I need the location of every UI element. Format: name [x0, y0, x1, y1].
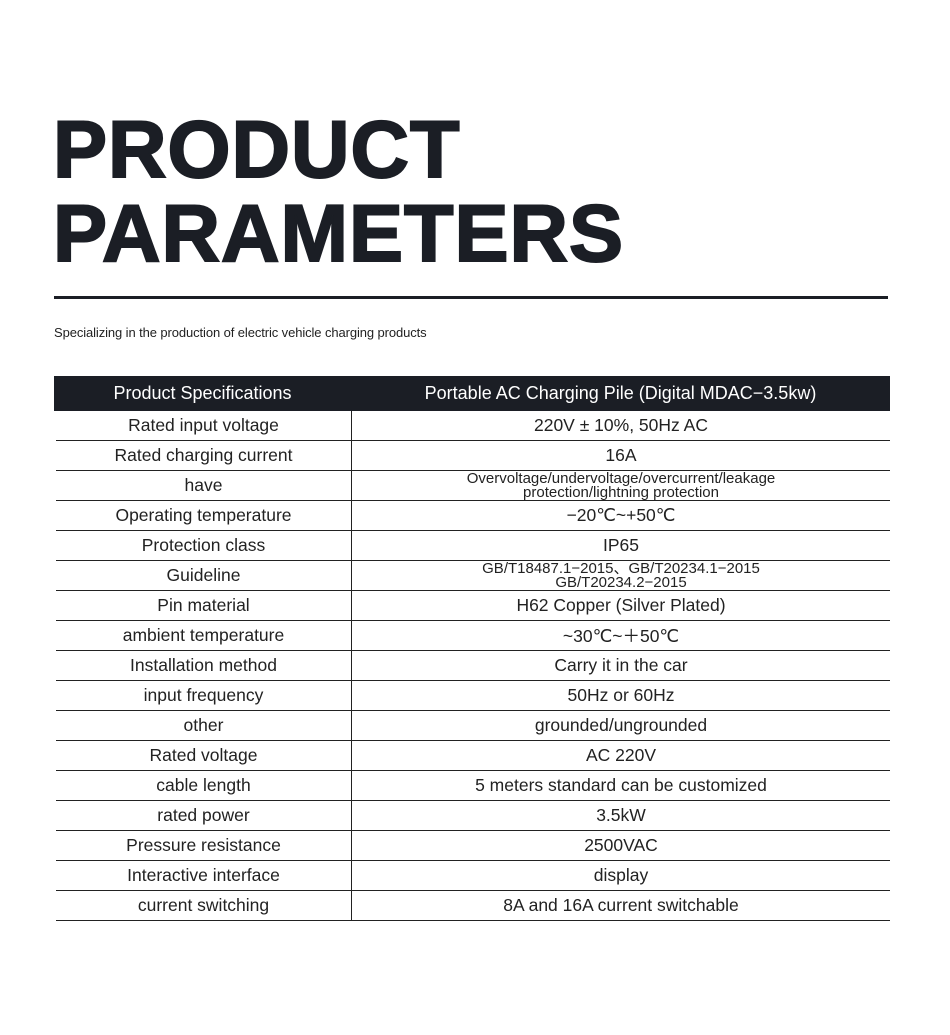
row-value: 8A and 16A current switchable — [352, 891, 890, 920]
row-label: Pressure resistance — [56, 831, 352, 860]
row-label: current switching — [56, 891, 352, 920]
row-value: 50Hz or 60Hz — [352, 681, 890, 710]
row-label: have — [56, 471, 352, 500]
table-row: Pressure resistance 2500VAC — [56, 831, 890, 861]
row-value: 16A — [352, 441, 890, 470]
page-title: PRODUCT PARAMETERS — [52, 105, 625, 279]
row-label: rated power — [56, 801, 352, 830]
row-label: Pin material — [56, 591, 352, 620]
table-row: rated power 3.5kW — [56, 801, 890, 831]
row-value-line: 3.5kW — [596, 805, 646, 825]
subtitle: Specializing in the production of electr… — [54, 325, 427, 340]
divider — [54, 296, 888, 299]
row-value-line: ~30℃~＋50℃ — [562, 626, 680, 646]
table-row: have Overvoltage/undervoltage/overcurrent… — [56, 471, 890, 501]
row-label: Rated charging current — [56, 441, 352, 470]
row-label: Operating temperature — [56, 501, 352, 530]
table-row: ambient temperature ~30℃~＋50℃ — [56, 621, 890, 651]
row-value: Overvoltage/undervoltage/overcurrent/lea… — [352, 471, 890, 500]
title-line-1: PRODUCT — [52, 105, 461, 195]
row-value-line: 220V ± 10%, 50Hz AC — [533, 415, 708, 435]
row-label: Protection class — [56, 531, 352, 560]
row-value-line: protection/lightning protection — [523, 483, 719, 501]
row-value-line: IP65 — [603, 535, 639, 555]
header-cell-product: Portable AC Charging Pile (Digital MDAC−… — [424, 383, 817, 403]
row-value: IP65 — [352, 531, 890, 560]
row-value: 3.5kW — [352, 801, 890, 830]
title-line-2: PARAMETERS — [52, 189, 625, 279]
table-body: Rated input voltage 220V ± 10%, 50Hz AC Ra… — [54, 411, 890, 921]
row-value-line: AC 220V — [585, 745, 657, 765]
row-value-line: Overvoltage/undervoltage/overcurrent/lea… — [466, 469, 776, 487]
row-label: Rated voltage — [56, 741, 352, 770]
row-value-line: 16A — [605, 445, 637, 465]
row-label: input frequency — [56, 681, 352, 710]
row-label: cable length — [56, 771, 352, 800]
table-row: Pin material H62 Copper (Silver Plated) — [56, 591, 890, 621]
table-row: Installation method Carry it in the car — [56, 651, 890, 681]
row-value: Carry it in the car — [352, 651, 890, 680]
row-value: 5 meters standard can be customized — [352, 771, 890, 800]
row-value: GB/T18487.1−2015、GB/T20234.1−2015 GB/T202… — [352, 561, 890, 590]
header-cell-spec: Product Specifications — [113, 383, 292, 403]
table-row: cable length 5 meters standard can be cus… — [56, 771, 890, 801]
row-value-line: Carry it in the car — [554, 655, 688, 675]
table-row: Rated charging current 16A — [56, 441, 890, 471]
row-value: grounded/ungrounded — [352, 711, 890, 740]
table-row: Guideline GB/T18487.1−2015、GB/T20234.1−20… — [56, 561, 890, 591]
row-value: 220V ± 10%, 50Hz AC — [352, 411, 890, 440]
row-label: other — [56, 711, 352, 740]
row-value-line: GB/T18487.1−2015、GB/T20234.1−2015 — [482, 559, 760, 577]
table-row: Protection class IP65 — [56, 531, 890, 561]
row-label: Guideline — [56, 561, 352, 590]
table-row: Rated input voltage 220V ± 10%, 50Hz AC — [56, 411, 890, 441]
table-header: Product Specifications Portable AC Charg… — [54, 376, 890, 411]
row-value-line: GB/T20234.2−2015 — [555, 573, 687, 591]
row-value: −20℃~+50℃ — [352, 501, 890, 530]
row-value-line: 8A and 16A current switchable — [503, 895, 739, 915]
row-label: ambient temperature — [56, 621, 352, 650]
row-value-line: grounded/ungrounded — [534, 715, 708, 735]
row-value: ~30℃~＋50℃ — [352, 621, 890, 650]
row-label: Interactive interface — [56, 861, 352, 890]
table-row: Operating temperature −20℃~+50℃ — [56, 501, 890, 531]
row-value-line: 5 meters standard can be customized — [475, 775, 767, 795]
spec-table: Product Specifications Portable AC Charg… — [54, 376, 890, 921]
row-value-line: −20℃~+50℃ — [566, 505, 676, 525]
table-row: input frequency 50Hz or 60Hz — [56, 681, 890, 711]
row-value: display — [352, 861, 890, 890]
table-row: current switching 8A and 16A current swit… — [56, 891, 890, 921]
row-value-line: H62 Copper (Silver Plated) — [516, 595, 726, 615]
table-row: other grounded/ungrounded — [56, 711, 890, 741]
row-value: H62 Copper (Silver Plated) — [352, 591, 890, 620]
row-value: 2500VAC — [352, 831, 890, 860]
row-label: Rated input voltage — [56, 411, 352, 440]
row-value: AC 220V — [352, 741, 890, 770]
row-value-line: 50Hz or 60Hz — [567, 685, 675, 705]
row-label: Installation method — [56, 651, 352, 680]
table-row: Rated voltage AC 220V — [56, 741, 890, 771]
table-row: Interactive interface display — [56, 861, 890, 891]
row-value-line: display — [593, 865, 649, 885]
row-value-line: 2500VAC — [584, 835, 658, 855]
